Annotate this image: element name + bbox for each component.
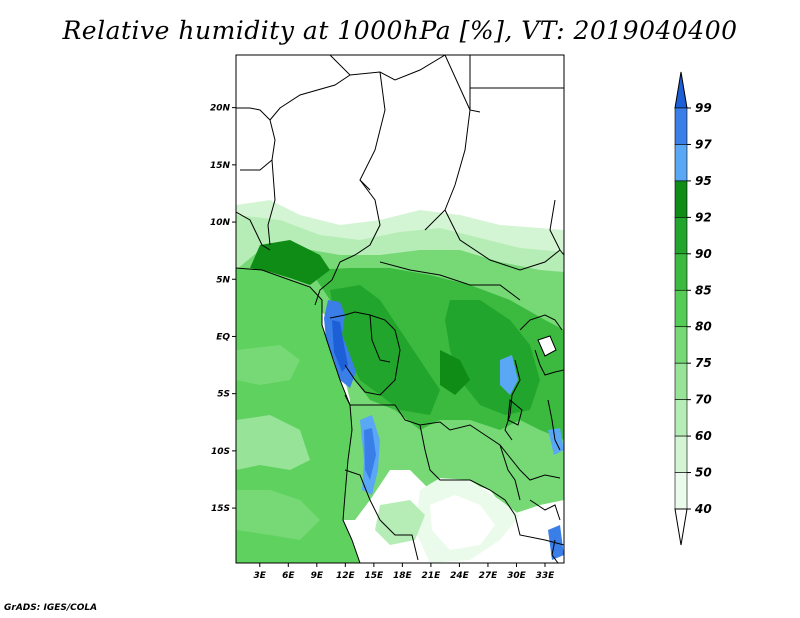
map-frame [235, 54, 565, 564]
colorbar-label: 97 [695, 137, 712, 151]
lon-tick-label: 18E [393, 571, 413, 581]
lat-tick-label: 10N [210, 218, 231, 228]
lon-tick-label: 30E [507, 571, 527, 581]
lon-tick-label: 9E [311, 571, 324, 581]
colorbar-label: 75 [695, 356, 712, 370]
colorbar-swatch [674, 472, 688, 510]
colorbar-swatch [674, 289, 688, 328]
colorbar-label: 92 [695, 210, 712, 224]
lat-tick-label: 10S [211, 447, 230, 457]
colorbar-label: 99 [695, 101, 712, 115]
lon-tick-label: 15E [365, 571, 385, 581]
colorbar-swatch [674, 326, 688, 364]
lat-tick-label: 15N [210, 161, 231, 171]
lake-victoria [537, 335, 557, 357]
borders [236, 55, 564, 563]
coastline [236, 267, 361, 563]
colorbar-label: 60 [695, 429, 712, 443]
lon-tick-label: 21E [422, 571, 442, 581]
lon-tick-label: 27E [479, 571, 499, 581]
colorbar: 99 97 95 92 90 85 80 75 70 60 50 40 [674, 71, 712, 546]
colorbar-top-arrow [674, 71, 688, 109]
colorbar-swatch [674, 107, 688, 145]
colorbar-swatch [674, 362, 688, 400]
lat-tick-label: EQ [216, 332, 230, 342]
colorbar-label: 80 [695, 320, 712, 334]
colorbar-bottom-arrow [674, 508, 688, 546]
lon-tick-label: 3E [254, 571, 267, 581]
colorbar-label: 85 [695, 283, 712, 297]
lat-tick-label: 20N [210, 104, 231, 114]
colorbar-label: 95 [695, 174, 712, 188]
latitude-axis: 20N 15N 10N 5N EQ 5S 10S 15S [210, 104, 236, 514]
longitude-axis: 3E 6E 9E 12E 15E 18E 21E 24E 27E 30E 33E [254, 563, 556, 581]
colorbar-swatch [674, 180, 688, 218]
lon-tick-label: 12E [336, 571, 356, 581]
colorbar-label: 40 [694, 502, 712, 516]
ocean [236, 268, 360, 563]
colorbar-label: 90 [695, 247, 712, 261]
colorbar-swatch [674, 435, 688, 473]
lat-tick-label: 5N [216, 275, 230, 285]
grads-credit: GrADS: IGES/COLA [4, 603, 98, 613]
colorbar-swatch [674, 399, 688, 437]
humidity-field [236, 55, 564, 563]
lon-tick-label: 6E [282, 571, 295, 581]
colorbar-label: 50 [695, 466, 712, 480]
lat-tick-label: 5S [217, 390, 230, 400]
colorbar-swatch [674, 144, 688, 182]
colorbar-swatch [674, 217, 688, 255]
lon-tick-label: 24E [450, 571, 470, 581]
colorbar-swatch [674, 253, 688, 291]
lon-tick-label: 33E [536, 571, 556, 581]
colorbar-label: 70 [695, 393, 712, 407]
lat-tick-label: 15S [211, 504, 230, 514]
map-title: Relative humidity at 1000hPa [%], VT: 20… [62, 16, 738, 45]
